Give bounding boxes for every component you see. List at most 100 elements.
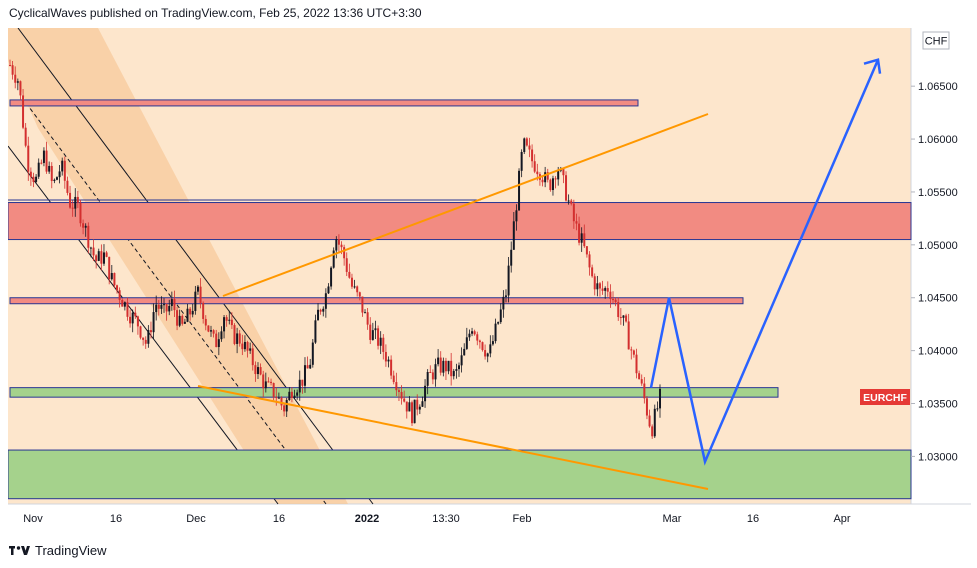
wedge-lower-line [197, 385, 709, 490]
y-tick-label: 1.04000 [918, 346, 958, 358]
candle-body [243, 341, 246, 350]
y-tick-label: 1.06500 [918, 81, 958, 93]
candle-body [113, 273, 116, 286]
candle-body [76, 196, 79, 203]
candle-body [421, 401, 424, 407]
candle-body [293, 395, 296, 398]
candle-body [97, 251, 100, 261]
candle-body [163, 304, 166, 306]
currency-badge[interactable] [922, 31, 950, 50]
candle-body [630, 349, 633, 351]
candle-body [651, 426, 654, 437]
candle-body [306, 365, 309, 369]
candle-body [270, 381, 273, 384]
candle-body [84, 225, 87, 228]
candle-body [139, 326, 142, 338]
candle-body [105, 252, 108, 257]
candle-body [588, 254, 591, 268]
candle-body [298, 379, 301, 393]
tradingview-brand[interactable]: TradingView [9, 540, 107, 560]
candle-body [408, 402, 411, 412]
candle-body [444, 360, 447, 372]
x-tick-label: 16 [110, 513, 122, 525]
candle-body [126, 302, 129, 317]
x-tick-label: 2022 [355, 513, 379, 525]
zone-layer [7, 99, 912, 500]
candle-body [116, 285, 119, 291]
candle-body [656, 408, 659, 410]
candle-body [24, 127, 27, 146]
candle-body [627, 321, 630, 350]
candle-body [533, 161, 536, 172]
price-chart[interactable]: 1.06500 1.06000 1.05500 1.05000 1.04500 1.040… [7, 27, 971, 532]
candle-body [246, 341, 249, 351]
candle-body [58, 171, 61, 178]
candle-body [288, 391, 291, 401]
candle-body [343, 247, 346, 259]
candle-body [37, 162, 40, 177]
candle-body [82, 223, 85, 228]
candle-body [147, 330, 150, 344]
candle-body [536, 171, 539, 175]
candle-body [546, 172, 549, 180]
candle-body [645, 398, 648, 416]
candlestick-series [9, 59, 661, 439]
candle-body [29, 171, 32, 177]
candle-body [40, 162, 43, 164]
candle-body [301, 379, 304, 386]
candle-body [465, 337, 468, 349]
candle-body [416, 399, 419, 410]
candle-body [377, 328, 380, 346]
candle-body [643, 383, 646, 399]
candle-body [361, 296, 364, 313]
candle-body [212, 330, 215, 334]
candle-body [348, 271, 351, 278]
candle-body [296, 392, 299, 396]
candle-body [303, 365, 306, 386]
candle-body [335, 239, 338, 251]
candle-body [118, 290, 121, 301]
candle-body [48, 165, 51, 172]
candle-body [259, 367, 262, 375]
candle-body [591, 267, 594, 277]
time-axis: Nov 16 Dec 16 2022 13:30 Feb Mar 16 Apr [23, 513, 851, 525]
x-tick-label: Feb [513, 513, 532, 525]
candle-body [275, 396, 278, 398]
candle-body [614, 299, 617, 302]
candle-body [32, 176, 35, 182]
candle-body [178, 315, 181, 326]
candle-body [87, 225, 90, 248]
candle-body [598, 283, 601, 289]
candle-body [89, 247, 92, 249]
wedge-upper-line [222, 113, 709, 297]
candle-body [337, 239, 340, 245]
channel-upper-line [17, 27, 374, 505]
candle-body [424, 385, 427, 402]
candle-body [233, 325, 236, 344]
candle-body [572, 203, 575, 222]
candle-body [447, 360, 450, 372]
candle-body [632, 350, 635, 355]
candle-body [45, 150, 48, 172]
candle-body [452, 370, 455, 377]
candle-body [499, 309, 502, 323]
candle-body [379, 337, 382, 346]
candle-body [609, 291, 612, 300]
candle-body [395, 382, 398, 391]
candle-body [262, 374, 265, 389]
candle-body [437, 357, 440, 365]
candle-body [353, 286, 356, 288]
candle-body [160, 304, 163, 309]
chart-area[interactable]: 1.06500 1.06000 1.05500 1.05000 1.04500 1.040… [7, 27, 971, 532]
candle-body [638, 373, 641, 380]
candle-body [622, 315, 625, 318]
candle-body [16, 81, 19, 83]
candle-body [309, 364, 312, 369]
candle-body [69, 192, 72, 208]
candle-body [176, 310, 179, 326]
candle-body [455, 369, 458, 371]
support-zone-4 [7, 449, 912, 500]
candle-body [504, 295, 507, 297]
candle-body [463, 348, 466, 356]
candle-body [659, 388, 661, 409]
